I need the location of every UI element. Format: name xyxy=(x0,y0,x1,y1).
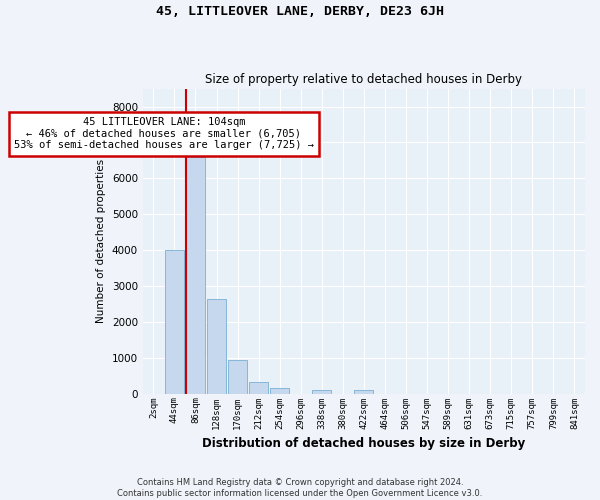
Text: Contains HM Land Registry data © Crown copyright and database right 2024.
Contai: Contains HM Land Registry data © Crown c… xyxy=(118,478,482,498)
Bar xyxy=(207,298,226,394)
Text: 45, LITTLEOVER LANE, DERBY, DE23 6JH: 45, LITTLEOVER LANE, DERBY, DE23 6JH xyxy=(156,5,444,18)
Bar xyxy=(270,388,289,394)
Text: 45 LITTLEOVER LANE: 104sqm
← 46% of detached houses are smaller (6,705)
53% of s: 45 LITTLEOVER LANE: 104sqm ← 46% of deta… xyxy=(14,118,314,150)
Bar xyxy=(313,390,331,394)
Y-axis label: Number of detached properties: Number of detached properties xyxy=(97,159,106,323)
Bar xyxy=(249,382,268,394)
X-axis label: Distribution of detached houses by size in Derby: Distribution of detached houses by size … xyxy=(202,437,526,450)
Bar xyxy=(165,250,184,394)
Bar xyxy=(355,390,373,394)
Bar xyxy=(186,157,205,394)
Bar xyxy=(228,360,247,394)
Title: Size of property relative to detached houses in Derby: Size of property relative to detached ho… xyxy=(205,73,523,86)
